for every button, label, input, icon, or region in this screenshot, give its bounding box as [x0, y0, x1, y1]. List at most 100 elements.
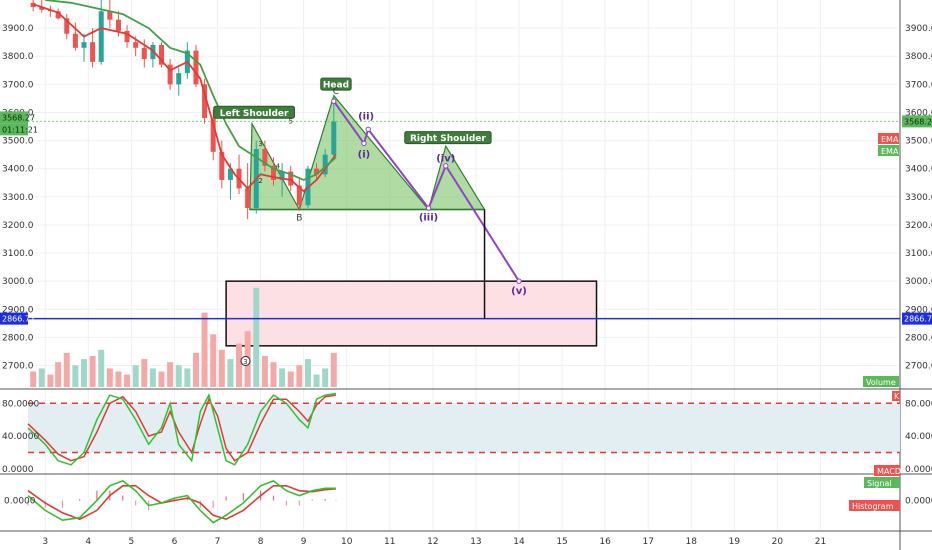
minor-wave-label: 5	[288, 118, 292, 126]
time-tick-label: 4	[85, 537, 91, 547]
stoch-tag: K	[894, 392, 900, 401]
price-tick-label-left: 3000.0	[2, 277, 34, 287]
candle-body	[219, 151, 225, 180]
indicator-tag: EMA	[881, 135, 899, 144]
volume-bar	[322, 368, 329, 387]
time-tick-label: 15	[556, 537, 567, 547]
volume-bar	[141, 359, 148, 387]
candle-body	[227, 168, 233, 180]
wave-node	[331, 98, 337, 104]
time-tick-label: 6	[172, 537, 178, 547]
last-price-tag-right: 3568.27	[904, 117, 932, 126]
stoch-tick-label-left: 80.0000	[2, 399, 39, 409]
head-label-box	[320, 77, 352, 91]
time-tick-label: 17	[642, 537, 653, 547]
price-axis[interactable]: 2700.0 2700.0 2800.0 2800.0 2900.0 2900.0 3000…	[0, 24, 932, 387]
time-tick-label: 8	[258, 537, 264, 547]
time-tick-label: 7	[215, 537, 221, 547]
time-tick-label: 21	[815, 537, 826, 547]
candle-body	[141, 47, 147, 60]
minor-wave-label: 4	[276, 163, 281, 171]
macd-tick-label-left: 0.0000	[4, 497, 36, 507]
stoch-tag-bg	[892, 391, 900, 401]
wave-node	[443, 163, 449, 169]
price-tick-label-right: 3300.0	[905, 193, 932, 203]
candle-body	[64, 18, 70, 34]
candle-body	[193, 50, 199, 85]
price-tick-label-left: 2900.0	[2, 305, 34, 315]
time-tick-label: 9	[301, 537, 307, 547]
price-tick-label-right: 3400.0	[905, 165, 932, 175]
stoch-tick-label-left: 40.0000	[2, 432, 39, 442]
candle-body	[262, 149, 268, 166]
price-tick-label-left: 3300.0	[2, 193, 34, 203]
candle-body	[124, 30, 130, 43]
annotations: Left Shoulder Head Right Shoulder B C 3 5 2 4 (i)…	[213, 77, 527, 367]
macd-tag-bg	[849, 500, 900, 511]
indicator-tag: EMA	[881, 147, 899, 156]
price-panel[interactable]: Left Shoulder Head Right Shoulder B C 3 5 2 4 (i)…	[0, 0, 900, 387]
volume-bar	[132, 365, 139, 387]
macd-tag: Histogram	[852, 502, 894, 511]
wave-node	[425, 205, 432, 211]
target-price-tag-left: 2866.77	[2, 315, 35, 324]
stoch-tick-label-right: 40.0000	[905, 432, 932, 442]
wave-path	[331, 98, 522, 284]
volume-bar	[175, 365, 182, 387]
volume-bar	[270, 362, 277, 387]
timer-tag-left-bg	[0, 123, 28, 136]
volume-bar	[55, 362, 62, 387]
price-tick-label-right: 3900.0	[905, 24, 932, 34]
head-label: Head	[323, 81, 349, 91]
volume-bar	[106, 368, 113, 387]
stochastic-panel[interactable]: 0.0000 0.0000 40.0000 40.0000 80.0000 80.0000…	[2, 391, 932, 475]
candle-body	[150, 44, 156, 60]
wave-node	[361, 140, 367, 147]
volume-bar	[287, 371, 294, 387]
right-shoulder-label-box	[404, 131, 492, 145]
time-tick-label: 11	[384, 537, 395, 547]
candle-body	[279, 171, 285, 180]
time-axis[interactable]: 3 4 5 6 7 8 9 10 11 12 13 14 15 16 17 18 19 20 21	[42, 537, 826, 547]
price-tick-label-left: 3900.0	[2, 24, 34, 34]
left-shoulder-label-box	[213, 105, 296, 119]
stoch-tick-label-left: 0.0000	[2, 465, 34, 475]
price-tick-label-left: 2800.0	[2, 333, 34, 343]
time-tick-label: 10	[341, 537, 353, 547]
candle-body	[288, 171, 294, 186]
price-tick-label-right: 3600.0	[905, 108, 932, 118]
stoch-tick-label-right: 80.0000	[905, 399, 932, 409]
candle-body	[167, 64, 173, 85]
volume-bar	[158, 371, 165, 387]
candle-body	[55, 11, 61, 19]
macd-signal-line	[27, 484, 336, 521]
circled-count	[240, 356, 251, 367]
volume-bar	[201, 312, 208, 387]
price-tick-label-right: 3200.0	[905, 221, 932, 231]
indicator-tag-bg	[863, 376, 899, 387]
price-tick-label-left: 3800.0	[2, 52, 34, 62]
elliott-wave-line	[332, 100, 520, 282]
time-tick-label: 19	[729, 537, 741, 547]
price-tick-label-right: 3100.0	[905, 249, 932, 259]
price-tick-label-right: 2800.0	[905, 333, 932, 343]
wave-node	[365, 126, 371, 133]
candle-body	[133, 42, 139, 48]
candle-body	[115, 19, 121, 31]
candle-body	[107, 11, 113, 20]
wave-label: (i)	[358, 149, 371, 160]
volume-bar	[124, 374, 131, 387]
macd-tag: MACD	[877, 467, 901, 476]
target-price-tag-left-bg	[0, 312, 28, 325]
price-tick-label-right: 2900.0	[905, 305, 932, 315]
macd-panel[interactable]: 0.0000 0.0000 MACD Signal Histogram	[4, 465, 932, 524]
candle-body	[202, 84, 208, 119]
macd-tag-bg	[864, 477, 900, 488]
time-tick-label: 16	[599, 537, 611, 547]
time-tick-label: 12	[427, 537, 438, 547]
volume-bar	[72, 365, 79, 387]
candle-body	[270, 165, 276, 180]
volume-bar	[47, 374, 54, 387]
wave-label: (ii)	[358, 111, 374, 122]
